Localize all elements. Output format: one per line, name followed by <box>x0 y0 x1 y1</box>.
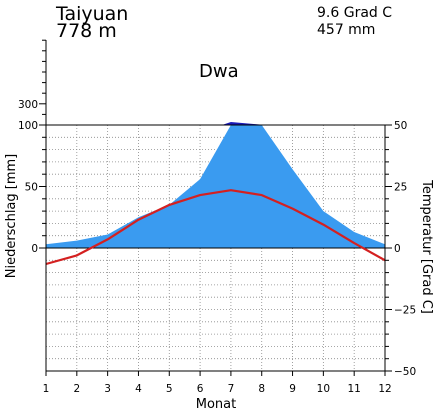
right-tick-label: 0 <box>394 243 401 255</box>
left-axis-label: Niederschlag [mm] <box>4 154 19 279</box>
right-tick-label: 50 <box>394 120 407 132</box>
precipitation-area <box>46 125 385 248</box>
x-tick-label: 11 <box>347 383 360 395</box>
left-tick-label: 50 <box>25 182 38 194</box>
axes <box>39 39 392 376</box>
x-tick-label: 12 <box>378 383 391 395</box>
right-axis-label: Temperatur [Grad C] <box>419 179 434 314</box>
x-tick-label: 1 <box>43 383 50 395</box>
right-tick-label: 25 <box>394 182 407 194</box>
x-axis-label: Monat <box>196 397 236 412</box>
annual-precipitation: 457 mm <box>317 22 376 38</box>
right-tick-label: −25 <box>394 305 416 317</box>
x-tick-label: 9 <box>289 383 296 395</box>
x-tick-label: 10 <box>317 383 330 395</box>
data-layer <box>45 122 386 266</box>
x-tick-label: 3 <box>104 383 111 395</box>
station-name: Taiyuan <box>56 3 129 25</box>
left-tick-label: 0 <box>31 243 38 255</box>
mean-temperature: 9.6 Grad C <box>317 5 393 21</box>
left-tick-label: 100 <box>18 120 38 132</box>
x-tick-label: 7 <box>228 383 235 395</box>
x-tick-label: 2 <box>73 383 80 395</box>
right-tick-label: −50 <box>394 366 416 378</box>
left-tick-label: 300 <box>18 99 38 111</box>
x-tick-label: 5 <box>166 383 173 395</box>
temperature-line <box>45 189 386 266</box>
x-tick-label: 8 <box>258 383 265 395</box>
station-elevation: 778 m <box>56 20 117 42</box>
x-tick-label: 4 <box>135 383 142 395</box>
precipitation-peak <box>222 122 266 125</box>
x-tick-label: 6 <box>197 383 204 395</box>
climate-class: Dwa <box>199 61 239 82</box>
